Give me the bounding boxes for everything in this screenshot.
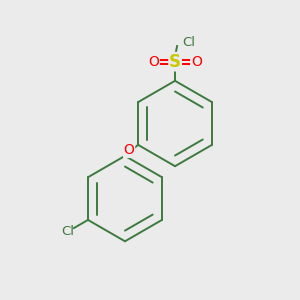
Text: Cl: Cl xyxy=(61,225,74,238)
Text: O: O xyxy=(124,143,135,158)
Text: S: S xyxy=(169,53,181,71)
Text: O: O xyxy=(148,55,159,69)
Text: Cl: Cl xyxy=(182,36,195,49)
Text: O: O xyxy=(191,55,202,69)
